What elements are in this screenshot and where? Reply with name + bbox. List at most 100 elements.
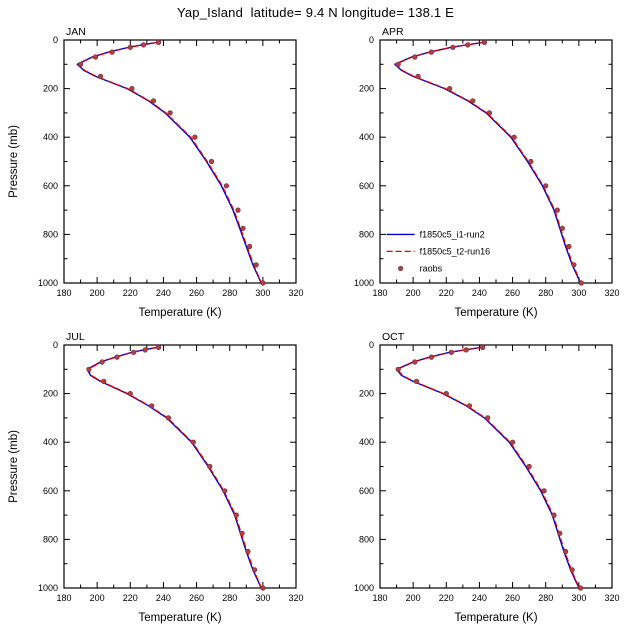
y-tick-label: 600 (43, 486, 58, 496)
x-tick-label: 220 (123, 593, 138, 603)
x-tick-label: 240 (471, 593, 486, 603)
x-tick-label: 300 (255, 288, 270, 298)
x-tick-label: 320 (288, 593, 303, 603)
chart-jul: JUL 180 200 220 240 260 280 300 320 0 200 400 600 800… (8, 331, 304, 624)
x-tick-label: 260 (189, 593, 204, 603)
legend-label-f1850c5_i1-run2: f1850c5_i1-run2 (419, 229, 484, 239)
y-tick-label: 1000 (38, 278, 58, 288)
chart-jan: JAN 180 200 220 240 260 280 300 320 0 200 400 600 800… (8, 26, 304, 319)
panel-jul: JUL 180 200 220 240 260 280 300 320 0 200 400 600 800… (0, 327, 316, 632)
plot-frame (63, 344, 297, 589)
y-tick-label: 0 (53, 340, 58, 350)
y-tick-label: 800 (43, 534, 58, 544)
y-axis-title: Pressure (mb) (8, 430, 20, 503)
series-dots-raobs (77, 39, 266, 286)
y-tick-label: 600 (43, 181, 58, 191)
y-tick-label: 200 (43, 84, 58, 94)
y-axis-title: Pressure (mb) (8, 125, 20, 198)
y-tick-label: 800 (358, 534, 373, 544)
chart-oct: OCT 180 200 220 240 260 280 300 320 0 200 400 600 800… (353, 331, 619, 624)
panel-grid: JAN 180 200 220 240 260 280 300 320 0 200 400 600 800… (0, 22, 631, 632)
panel-oct: OCT 180 200 220 240 260 280 300 320 0 200 400 600 800… (316, 327, 631, 632)
y-axis: 0 200 400 600 800 1000 (353, 35, 612, 288)
x-axis-title: Temperature (K) (138, 307, 221, 319)
x-tick-label: 200 (405, 288, 420, 298)
x-tick-label: 300 (255, 593, 270, 603)
x-tick-label: 200 (90, 288, 105, 298)
y-tick-label: 200 (358, 389, 373, 399)
x-tick-label: 300 (571, 593, 586, 603)
series-line-f1850c5_t2-run16 (396, 346, 580, 589)
panel-month-label: APR (382, 26, 404, 38)
y-axis: 0 200 400 600 800 1000 (353, 340, 612, 593)
x-axis: 180 200 220 240 260 280 300 320 (372, 40, 619, 298)
x-axis-title: Temperature (K) (454, 307, 537, 319)
x-tick-label: 180 (56, 288, 71, 298)
series-dots-raobs (395, 39, 584, 286)
series-dots-raobs (86, 344, 266, 591)
x-tick-label: 320 (604, 288, 619, 298)
x-tick-label: 220 (438, 593, 453, 603)
x-tick-label: 240 (156, 593, 171, 603)
y-tick-label: 200 (43, 389, 58, 399)
y-tick-label: 600 (358, 181, 373, 191)
panel-month-label: JUL (66, 331, 85, 343)
x-tick-label: 320 (604, 593, 619, 603)
y-tick-label: 0 (368, 35, 373, 45)
x-tick-label: 320 (288, 288, 303, 298)
x-tick-label: 180 (56, 593, 71, 603)
series-dots-raobs (395, 344, 583, 591)
x-tick-label: 240 (471, 288, 486, 298)
legend-label-raobs: raobs (419, 263, 442, 273)
y-tick-label: 1000 (353, 278, 373, 288)
panel-month-label: OCT (382, 331, 405, 343)
y-tick-label: 400 (43, 132, 58, 142)
series-line-f1850c5_i1-run2 (395, 346, 580, 589)
x-tick-label: 240 (156, 288, 171, 298)
y-tick-label: 600 (358, 486, 373, 496)
panel-apr: APR 180 200 220 240 260 280 300 320 0 200 400 600 800… (316, 22, 631, 327)
y-tick-label: 400 (358, 132, 373, 142)
y-tick-label: 400 (43, 437, 58, 447)
y-tick-label: 1000 (38, 583, 58, 593)
panel-month-label: JAN (66, 26, 86, 38)
y-tick-label: 400 (358, 437, 373, 447)
x-tick-label: 280 (538, 288, 553, 298)
x-axis-title: Temperature (K) (138, 612, 221, 624)
x-tick-label: 280 (222, 288, 237, 298)
y-tick-label: 200 (358, 84, 373, 94)
panel-jan: JAN 180 200 220 240 260 280 300 320 0 200 400 600 800… (0, 22, 316, 327)
series-line-f1850c5_t2-run16 (87, 346, 263, 589)
y-tick-label: 800 (43, 229, 58, 239)
y-tick-label: 800 (358, 229, 373, 239)
legend-label-f1850c5_t2-run16: f1850c5_t2-run16 (419, 246, 490, 256)
x-tick-label: 260 (189, 288, 204, 298)
x-axis: 180 200 220 240 260 280 300 320 (56, 345, 304, 603)
x-tick-label: 260 (505, 288, 520, 298)
x-tick-label: 220 (438, 288, 453, 298)
figure-title: Yap_Island latitude= 9.4 N longitude= 13… (176, 5, 455, 20)
x-tick-label: 200 (405, 593, 420, 603)
legend-sample-raobs (397, 265, 403, 272)
x-axis: 180 200 220 240 260 280 300 320 (372, 345, 619, 603)
x-axis-title: Temperature (K) (454, 612, 537, 624)
y-axis: 0 200 400 600 800 1000 (38, 35, 296, 288)
x-tick-label: 260 (505, 593, 520, 603)
y-tick-label: 0 (53, 35, 58, 45)
series-line-f1850c5_t2-run16 (77, 41, 263, 284)
x-tick-label: 200 (90, 593, 105, 603)
series-line-f1850c5_i1-run2 (76, 41, 262, 284)
x-tick-label: 180 (372, 288, 387, 298)
y-tick-label: 0 (368, 340, 373, 350)
x-tick-label: 220 (123, 288, 138, 298)
x-tick-label: 280 (222, 593, 237, 603)
x-tick-label: 300 (571, 288, 586, 298)
y-axis: 0 200 400 600 800 1000 (38, 340, 296, 593)
y-tick-label: 1000 (353, 583, 373, 593)
x-tick-label: 180 (372, 593, 387, 603)
series-line-f1850c5_i1-run2 (86, 346, 262, 589)
x-axis: 180 200 220 240 260 280 300 320 (56, 40, 304, 298)
x-tick-label: 280 (538, 593, 553, 603)
